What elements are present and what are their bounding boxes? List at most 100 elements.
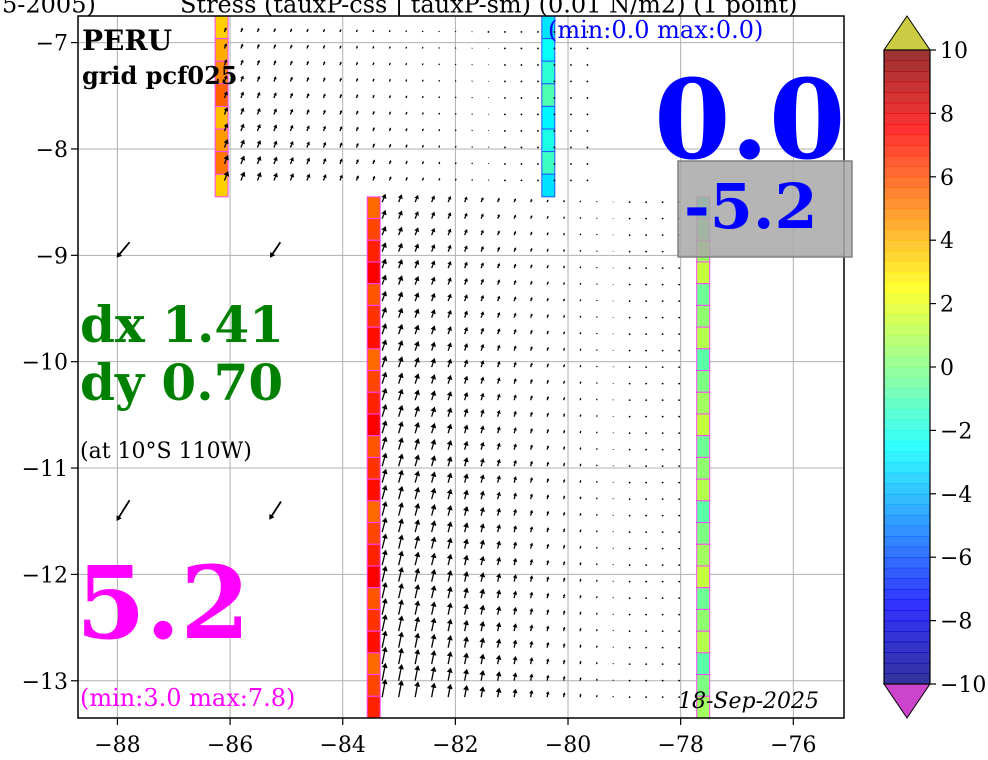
boundary-cell (215, 16, 228, 39)
stress-arrow (629, 515, 631, 517)
stress-arrow (537, 48, 539, 50)
colorbar-segment (884, 304, 930, 315)
colorbar-segment (884, 589, 930, 600)
stress-arrow (678, 416, 680, 418)
colorbar-segment (884, 642, 930, 653)
stress-arrow (645, 201, 647, 203)
boundary-cell (367, 436, 380, 458)
stress-arrow (662, 647, 664, 649)
stress-arrow (570, 163, 572, 165)
stress-arrow (537, 163, 539, 165)
stress-arrow (645, 680, 647, 682)
stress-arrow (629, 696, 631, 698)
stress-arrow (570, 97, 572, 99)
y-axis-ticks: −7−8−9−10−11−12−13 (22, 32, 78, 695)
colorbar-segment (884, 673, 930, 684)
colorbar-tick-label: 0 (940, 356, 954, 381)
stress-arrow (629, 366, 631, 368)
boundary-cell (367, 631, 380, 653)
stress-arrow (645, 251, 647, 253)
stress-arrow (662, 366, 664, 368)
stress-arrow (537, 147, 539, 149)
colorbar-tick-label: −8 (940, 610, 972, 635)
stress-arrow (678, 564, 680, 566)
boundary-cell (697, 653, 710, 675)
stress-arrow (504, 114, 506, 116)
stress-arrow (554, 81, 556, 83)
colorbar-segment (884, 452, 930, 463)
stress-arrow (521, 81, 523, 83)
stress-arrow (629, 218, 631, 220)
x-tick-label: −88 (94, 733, 140, 758)
stress-arrow (537, 114, 539, 116)
stress-arrow (537, 130, 539, 132)
boundary-cell (367, 609, 380, 631)
stress-arrow (587, 114, 589, 116)
stress-arrow (521, 31, 523, 33)
stress-arrow (570, 147, 572, 149)
stress-arrow (662, 449, 664, 451)
boundary-cell (697, 327, 710, 349)
stress-arrow (554, 180, 556, 182)
colorbar-tick-label: −2 (940, 419, 972, 444)
stress-arrow (629, 234, 631, 236)
region-label: PERU (82, 24, 172, 57)
colorbar-segment (884, 441, 930, 452)
stress-arrow (504, 48, 506, 50)
stress-arrow (662, 630, 664, 632)
stress-arrow (570, 48, 572, 50)
colorbar-segment (884, 156, 930, 167)
stress-arrow (521, 163, 523, 165)
boundary-cell (542, 84, 555, 107)
stress-arrow (678, 350, 680, 352)
colorbar-segment (884, 536, 930, 547)
colorbar-segment (884, 198, 930, 209)
stress-arrow (645, 350, 647, 352)
location-label: (at 10°S 110W) (80, 439, 252, 464)
boundary-cell (367, 675, 380, 697)
colorbar-segment (884, 652, 930, 663)
stress-arrow (645, 416, 647, 418)
colorbar-segment (884, 187, 930, 198)
positive-range: (min:3.0 max:7.8) (80, 684, 295, 712)
boundary-cell (367, 392, 380, 414)
stress-arrow (662, 218, 664, 220)
stress-arrow (662, 680, 664, 682)
colorbar-segment (884, 547, 930, 558)
colorbar-segment (884, 388, 930, 399)
stress-arrow (629, 630, 631, 632)
colorbar-segment (884, 515, 930, 526)
dx-label: dx 1.41 (80, 295, 284, 354)
stress-arrow (678, 548, 680, 550)
stress-arrow (629, 680, 631, 682)
stress-arrow (662, 300, 664, 302)
boundary-cell (697, 479, 710, 501)
stress-arrow (645, 498, 647, 500)
boundary-cell (367, 371, 380, 393)
colorbar-tick-label: 2 (940, 293, 954, 318)
stress-arrow (537, 97, 539, 99)
stress-arrow (678, 449, 680, 451)
boundary-cell (542, 61, 555, 84)
colorbar-segment (884, 409, 930, 420)
colorbar-segment (884, 420, 930, 431)
stress-arrow (662, 465, 664, 467)
stress-arrow (629, 399, 631, 401)
colorbar-tick-label: 4 (940, 229, 954, 254)
colorbar-segment (884, 568, 930, 579)
stress-arrow (645, 482, 647, 484)
boundary-cell (697, 544, 710, 566)
stress-arrow (645, 300, 647, 302)
colorbar-segment (884, 631, 930, 642)
stress-arrow (678, 399, 680, 401)
boundary-cell (215, 152, 228, 175)
stress-arrow (645, 366, 647, 368)
colorbar-segment (884, 261, 930, 272)
stress-arrow (504, 130, 506, 132)
stress-arrow (645, 234, 647, 236)
colorbar-segment (884, 462, 930, 473)
stress-arrow (554, 163, 556, 165)
boundary-cell (697, 436, 710, 458)
x-axis-ticks: −88 −86 −84 −82 −80 −78 −76 (94, 718, 816, 758)
